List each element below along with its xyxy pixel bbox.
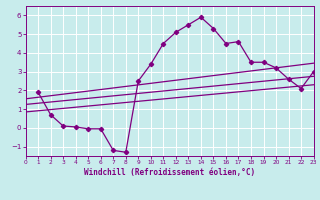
X-axis label: Windchill (Refroidissement éolien,°C): Windchill (Refroidissement éolien,°C): [84, 168, 255, 177]
